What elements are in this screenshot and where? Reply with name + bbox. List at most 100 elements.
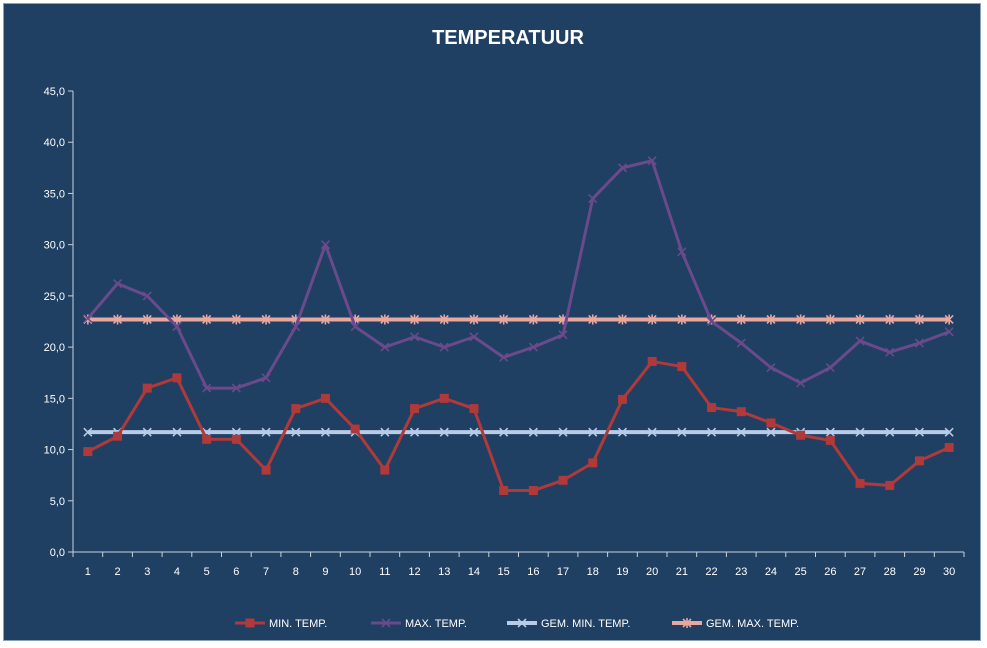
max-temp-point xyxy=(172,322,182,332)
min-temp-point xyxy=(380,465,390,475)
min-temp-point xyxy=(231,434,241,444)
chart-frame: TEMPERATUUR 0,0 5,0 10,0 15,0 20,0 25,0 30,0 35… xyxy=(3,3,981,641)
legend-min-temp-point xyxy=(245,618,255,628)
max-temp-point xyxy=(944,327,954,337)
y-tick-label: 5,0 xyxy=(50,496,65,508)
line-chart: TEMPERATUUR 0,05,010,015,020,025,030,035… xyxy=(44,27,965,630)
x-tick-label: 5 xyxy=(204,566,210,578)
legend-item-min-temp: MIN. TEMP. xyxy=(235,618,327,630)
gem-min-temp-point xyxy=(885,427,895,437)
gem-max-temp-point xyxy=(885,314,895,325)
min-temp-point xyxy=(707,403,717,413)
gem-min-temp-point xyxy=(142,427,152,437)
min-temp-point xyxy=(736,407,746,417)
max-temp-point xyxy=(885,347,895,357)
series-line-min-temp xyxy=(87,359,950,493)
gem-max-temp-point xyxy=(142,314,152,325)
series-gem-max-temp xyxy=(83,314,954,325)
max-temp-point xyxy=(825,363,835,373)
max-temp-point xyxy=(380,342,390,352)
min-temp-point xyxy=(528,486,538,496)
min-temp-point xyxy=(855,478,865,488)
min-temp-point xyxy=(617,394,627,404)
series-max-temp xyxy=(83,156,954,393)
x-tick-label: 24 xyxy=(765,566,777,578)
x-tick-label: 3 xyxy=(144,566,150,578)
min-temp-point xyxy=(320,393,330,403)
x-tick-label: 14 xyxy=(468,566,480,578)
x-tick-label: 25 xyxy=(795,566,807,578)
gem-max-temp-point xyxy=(380,314,390,325)
gem-min-temp-point xyxy=(706,427,717,437)
x-tick-label: 27 xyxy=(854,566,866,578)
gem-min-temp-point xyxy=(944,427,954,437)
gem-min-temp-point xyxy=(291,427,301,437)
min-temp-point xyxy=(202,434,212,444)
gem-max-temp-point xyxy=(588,314,598,325)
gem-min-temp-point xyxy=(83,427,93,437)
max-temp-point xyxy=(142,291,152,301)
min-temp-point xyxy=(588,458,598,468)
gem-max-temp-point xyxy=(766,314,776,325)
min-temp-point xyxy=(83,447,93,457)
gem-max-temp-point xyxy=(469,314,479,325)
min-temp-point xyxy=(914,456,924,466)
max-temp-point xyxy=(914,338,925,348)
y-tick-label: 30,0 xyxy=(44,240,65,252)
gem-min-temp-point xyxy=(172,427,182,437)
max-temp-point xyxy=(439,342,449,352)
gem-min-temp-point xyxy=(617,427,628,437)
gem-min-temp-point xyxy=(380,427,390,437)
x-tick-label: 4 xyxy=(174,566,180,578)
max-temp-point xyxy=(677,247,687,257)
gem-max-temp-point xyxy=(914,314,925,325)
legend-gem-max-temp-point xyxy=(682,618,692,628)
gem-min-temp-point xyxy=(499,427,509,437)
gem-max-temp-point xyxy=(231,314,241,325)
min-temp-point xyxy=(825,435,835,445)
min-temp-point xyxy=(944,443,954,453)
x-tick-label: 30 xyxy=(943,566,955,578)
gem-max-temp-point xyxy=(677,314,687,325)
x-tick-label: 26 xyxy=(824,566,836,578)
gem-min-temp-point xyxy=(588,427,598,437)
max-temp-point xyxy=(320,240,331,250)
min-temp-point xyxy=(142,383,152,393)
series-line-max-temp xyxy=(86,159,950,390)
max-temp-point xyxy=(291,322,301,332)
y-tick-label: 15,0 xyxy=(44,393,65,405)
min-temp-point xyxy=(885,480,895,490)
series-min-temp xyxy=(83,356,954,496)
gem-max-temp-point xyxy=(439,314,449,325)
min-temp-point xyxy=(439,393,449,403)
gem-min-temp-point xyxy=(469,427,479,437)
x-tick-label: 18 xyxy=(587,566,599,578)
gem-min-temp-point xyxy=(855,427,865,437)
legend-item-gem-max-temp: GEM. MAX. TEMP. xyxy=(672,618,799,630)
x-tick-label: 15 xyxy=(498,566,510,578)
gem-min-temp-point xyxy=(914,427,925,437)
x-tick-label: 2 xyxy=(114,566,120,578)
max-temp-point xyxy=(796,378,806,388)
legend-label: GEM. MAX. TEMP. xyxy=(706,618,799,630)
max-temp-point xyxy=(528,342,538,352)
x-tick-label: 22 xyxy=(705,566,717,578)
x-tick-label: 6 xyxy=(233,566,239,578)
x-tick-label: 29 xyxy=(913,566,925,578)
max-temp-point xyxy=(469,332,479,342)
min-temp-point xyxy=(410,404,420,414)
y-tick-label: 20,0 xyxy=(44,342,65,354)
min-temp-point xyxy=(558,475,568,485)
x-tick-label: 7 xyxy=(263,566,269,578)
max-temp-point xyxy=(261,373,271,383)
gem-max-temp-point xyxy=(320,314,331,325)
gem-max-temp-point xyxy=(647,314,657,325)
gem-min-temp-point xyxy=(736,427,746,437)
x-tick-label: 23 xyxy=(735,566,747,578)
y-tick-label: 10,0 xyxy=(44,445,65,457)
x-tick-label: 10 xyxy=(349,566,361,578)
gem-min-temp-point xyxy=(320,427,331,437)
gem-max-temp-point xyxy=(855,314,865,325)
max-temp-point xyxy=(855,336,865,346)
min-temp-point xyxy=(291,404,301,414)
